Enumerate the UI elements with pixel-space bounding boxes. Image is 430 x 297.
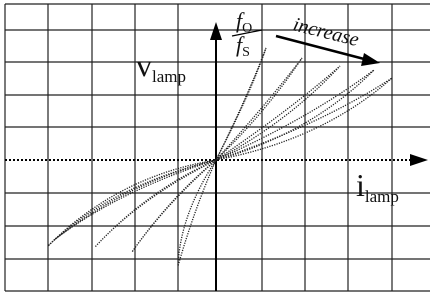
subscript: lamp — [365, 187, 399, 206]
page: vlamp ilamp fO fS increase (() => { cons… — [0, 0, 430, 297]
loops — [48, 48, 392, 266]
subscript: lamp — [152, 67, 186, 86]
subscript: S — [242, 45, 250, 60]
ratio-denominator: fS — [236, 32, 250, 60]
symbol: v — [136, 47, 152, 83]
grid — [5, 4, 430, 291]
oscillogram: vlamp ilamp fO fS increase — [0, 0, 430, 297]
trend-label: increase — [291, 14, 361, 52]
symbol: i — [356, 167, 365, 203]
